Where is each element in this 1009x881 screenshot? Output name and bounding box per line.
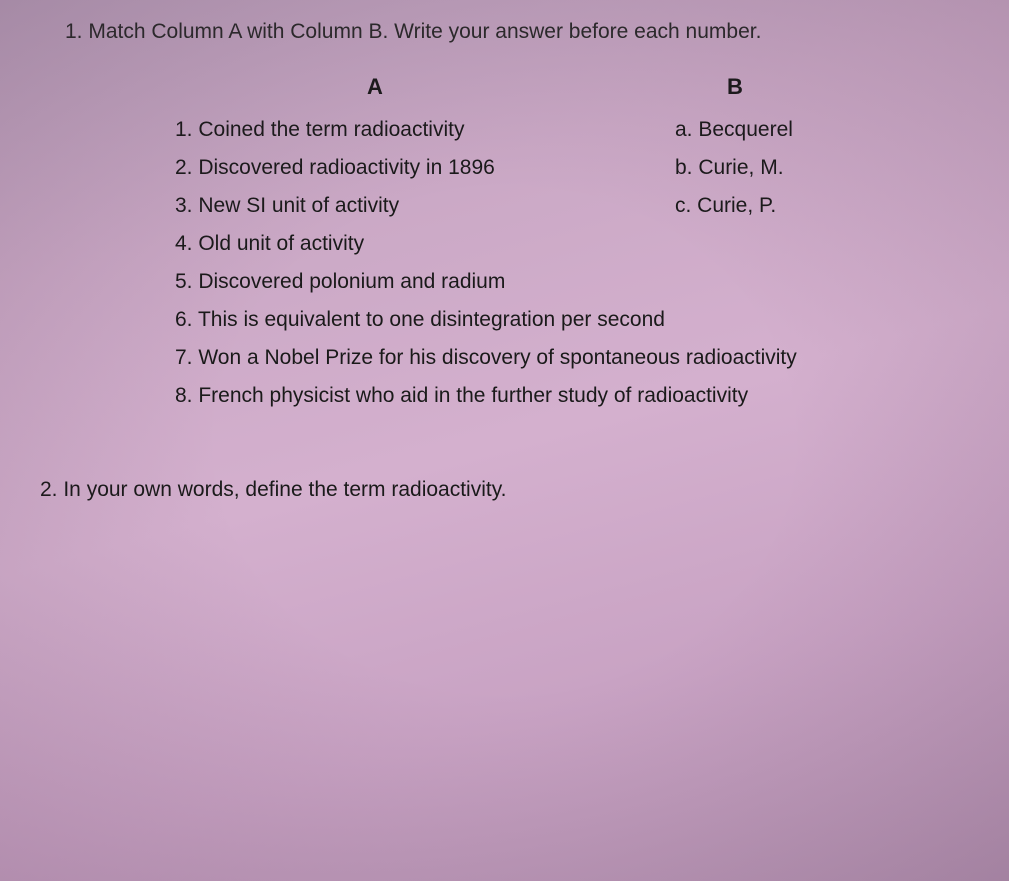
match-row: 8. French physicist who aid in the furth…: [175, 384, 969, 408]
columns-header-row: A B: [175, 74, 969, 100]
column-a-item: 6. This is equivalent to one disintegrat…: [175, 308, 875, 332]
column-a-item: 2. Discovered radioactivity in 1896: [175, 156, 675, 180]
column-b-item: [675, 232, 925, 256]
column-a-item: 8. French physicist who aid in the furth…: [175, 384, 969, 408]
match-row: 1. Coined the term radioactivity a. Becq…: [175, 118, 969, 142]
question-2-title: 2. In your own words, define the term ra…: [40, 478, 969, 502]
match-row: 6. This is equivalent to one disintegrat…: [175, 308, 969, 332]
column-b-item: [675, 270, 925, 294]
column-a-item: 4. Old unit of activity: [175, 232, 675, 256]
match-rows: 1. Coined the term radioactivity a. Becq…: [175, 118, 969, 408]
match-row: 5. Discovered polonium and radium: [175, 270, 969, 294]
worksheet-page: 1. Match Column A with Column B. Write y…: [0, 0, 1009, 522]
match-row: 4. Old unit of activity: [175, 232, 969, 256]
column-b-header: B: [635, 74, 835, 100]
match-row: 7. Won a Nobel Prize for his discovery o…: [175, 346, 969, 370]
column-a-item: 3. New SI unit of activity: [175, 194, 675, 218]
column-a-item: 5. Discovered polonium and radium: [175, 270, 675, 294]
match-row: 2. Discovered radioactivity in 1896 b. C…: [175, 156, 969, 180]
column-a-item: 7. Won a Nobel Prize for his discovery o…: [175, 346, 969, 370]
column-b-item: b. Curie, M.: [675, 156, 925, 180]
column-b-item: c. Curie, P.: [675, 194, 925, 218]
column-a-item: 1. Coined the term radioactivity: [175, 118, 675, 142]
column-b-item: a. Becquerel: [675, 118, 925, 142]
question-1-title: 1. Match Column A with Column B. Write y…: [65, 20, 969, 44]
column-a-header: A: [175, 74, 575, 100]
match-row: 3. New SI unit of activity c. Curie, P.: [175, 194, 969, 218]
